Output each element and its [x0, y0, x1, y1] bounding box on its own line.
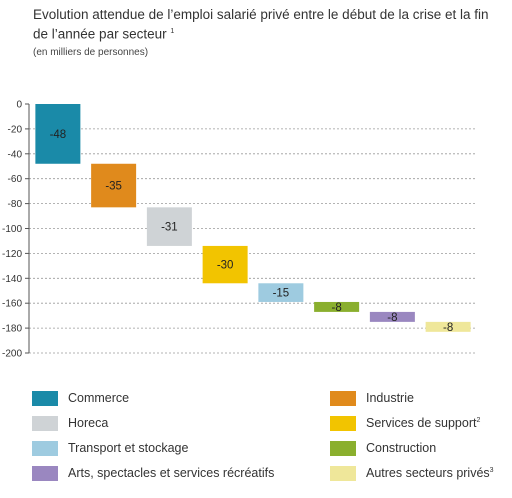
data-label: -8 — [443, 322, 453, 334]
legend-label: Horeca — [68, 416, 109, 430]
y-tick-label: -180 — [2, 324, 22, 335]
waterfall-chart: 0 -20 -40 -60 -80 -100 -120 -140 -160 -180 -200 -48… — [2, 100, 475, 360]
data-label: -31 — [161, 222, 178, 234]
legend-label: Commerce — [68, 391, 130, 405]
legend-item-services-de-support: Services de support2 — [330, 414, 480, 432]
legend-swatch — [330, 440, 356, 456]
legend-swatch — [32, 390, 58, 406]
legend-label: Industrie — [366, 391, 414, 405]
bar-services-de-support — [202, 245, 248, 284]
legend-swatch — [330, 390, 356, 406]
y-tick-label: -120 — [2, 249, 22, 260]
legend-item-commerce: Commerce — [32, 389, 129, 407]
y-tick-label: 0 — [16, 100, 22, 111]
legend-label: Arts, spectacles et services récréatifs — [68, 466, 275, 480]
y-tick-label: -20 — [8, 124, 23, 135]
legend-swatch — [32, 440, 58, 456]
chart-subtitle: (en milliers de personnes) — [33, 47, 149, 58]
data-label: -8 — [387, 312, 397, 324]
legend-label: Autres secteurs privés3 — [366, 466, 494, 480]
legend-item-horeca: Horeca — [32, 414, 108, 432]
bar-commerce — [35, 104, 81, 164]
bar-construction — [314, 301, 360, 312]
y-tick-label: -100 — [2, 224, 22, 235]
legend-label: Construction — [366, 441, 437, 455]
y-tick-label: -200 — [2, 349, 22, 360]
bar-arts-spectacles-et-services-r-cr-atifs — [369, 311, 415, 322]
data-label: -8 — [332, 302, 342, 314]
bar-industrie — [91, 163, 137, 208]
bar-horeca — [146, 207, 192, 246]
legend-item-arts-spectacles: Arts, spectacles et services récréatifs — [32, 464, 274, 482]
y-tick-label: -80 — [8, 199, 23, 210]
y-tick-label: -160 — [2, 299, 22, 310]
chart-title: Evolution attendue de l’emploi salarié p… — [33, 7, 489, 42]
y-tick-label: -60 — [8, 174, 23, 185]
y-tick-label: -140 — [2, 274, 22, 285]
bar-transport-et-stockage — [258, 283, 304, 302]
legend-swatch — [330, 465, 356, 481]
legend-item-construction: Construction — [330, 439, 436, 457]
legend-item-autres-secteurs: Autres secteurs privés3 — [330, 464, 494, 482]
legend-label: Transport et stockage — [68, 441, 189, 455]
legend-label: Services de support2 — [366, 416, 481, 430]
data-label: -15 — [273, 288, 290, 300]
legend-swatch — [32, 415, 58, 431]
y-tick-label: -40 — [8, 149, 23, 160]
data-label: -30 — [217, 260, 234, 272]
legend-swatch — [330, 415, 356, 431]
title-footnote: 1 — [170, 28, 175, 35]
data-label: -48 — [50, 129, 67, 141]
legend-item-transport-et-stockage: Transport et stockage — [32, 439, 188, 457]
bar-autres-secteurs-priv-s — [425, 321, 471, 332]
legend-swatch — [32, 465, 58, 481]
legend-item-industrie: Industrie — [330, 389, 414, 407]
data-label: -35 — [105, 181, 122, 193]
